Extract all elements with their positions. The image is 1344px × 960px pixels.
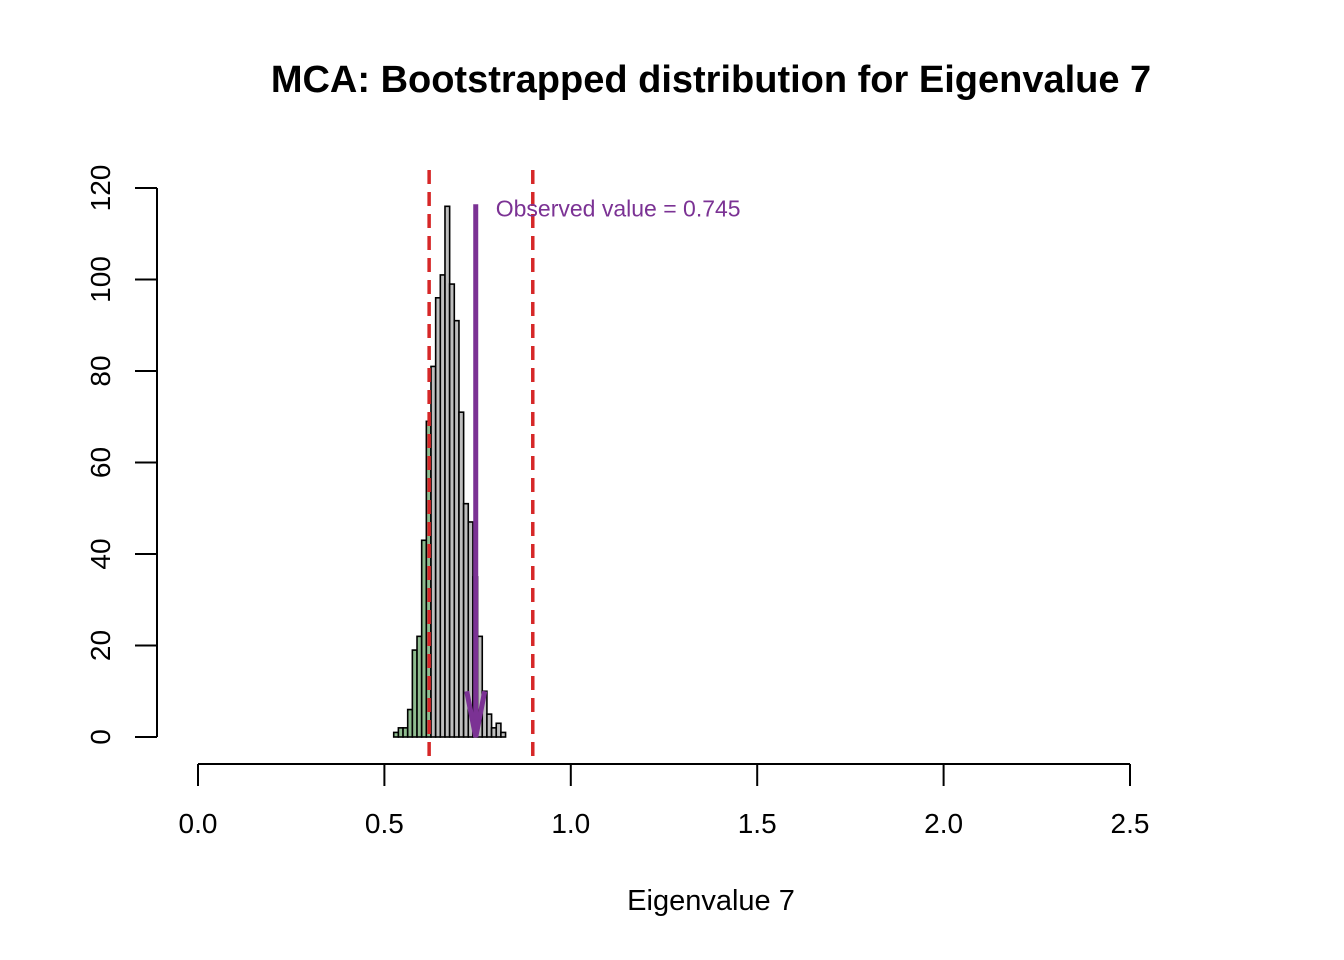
observed-value-marker bbox=[464, 204, 488, 738]
observed-value-annotation: Observed value = 0.745 bbox=[496, 196, 741, 222]
x-tick-label-0: 0.0 bbox=[179, 808, 218, 839]
y-tick-label-1: 20 bbox=[85, 630, 116, 661]
histogram-bar-20 bbox=[486, 713, 493, 738]
y-tick-label-0: 0 bbox=[85, 729, 116, 745]
y-tick-label-5: 100 bbox=[85, 256, 116, 303]
chart-title: MCA: Bootstrapped distribution for Eigen… bbox=[271, 59, 1151, 101]
x-axis: 0.0 0.5 1.0 1.5 2.0 2.5 bbox=[179, 763, 1150, 839]
x-tick-label-5: 2.5 bbox=[1111, 808, 1150, 839]
histogram-bars bbox=[392, 205, 507, 738]
y-tick-label-3: 60 bbox=[85, 447, 116, 478]
x-tick-label-1: 0.5 bbox=[365, 808, 404, 839]
x-tick-label-3: 1.5 bbox=[738, 808, 777, 839]
histogram-bar-23 bbox=[500, 731, 507, 738]
y-axis: 0 20 40 60 80 100 120 bbox=[85, 165, 158, 745]
histogram-bar-22 bbox=[495, 722, 502, 738]
x-axis-label: Eigenvalue 7 bbox=[627, 885, 795, 917]
y-tick-label-4: 80 bbox=[85, 355, 116, 386]
x-tick-label-2: 1.0 bbox=[551, 808, 590, 839]
y-tick-label-2: 40 bbox=[85, 538, 116, 569]
y-tick-label-6: 120 bbox=[85, 165, 116, 212]
confidence-interval-lines bbox=[427, 170, 535, 765]
x-tick-label-4: 2.0 bbox=[924, 808, 963, 839]
observed-arrow-head bbox=[464, 690, 488, 738]
